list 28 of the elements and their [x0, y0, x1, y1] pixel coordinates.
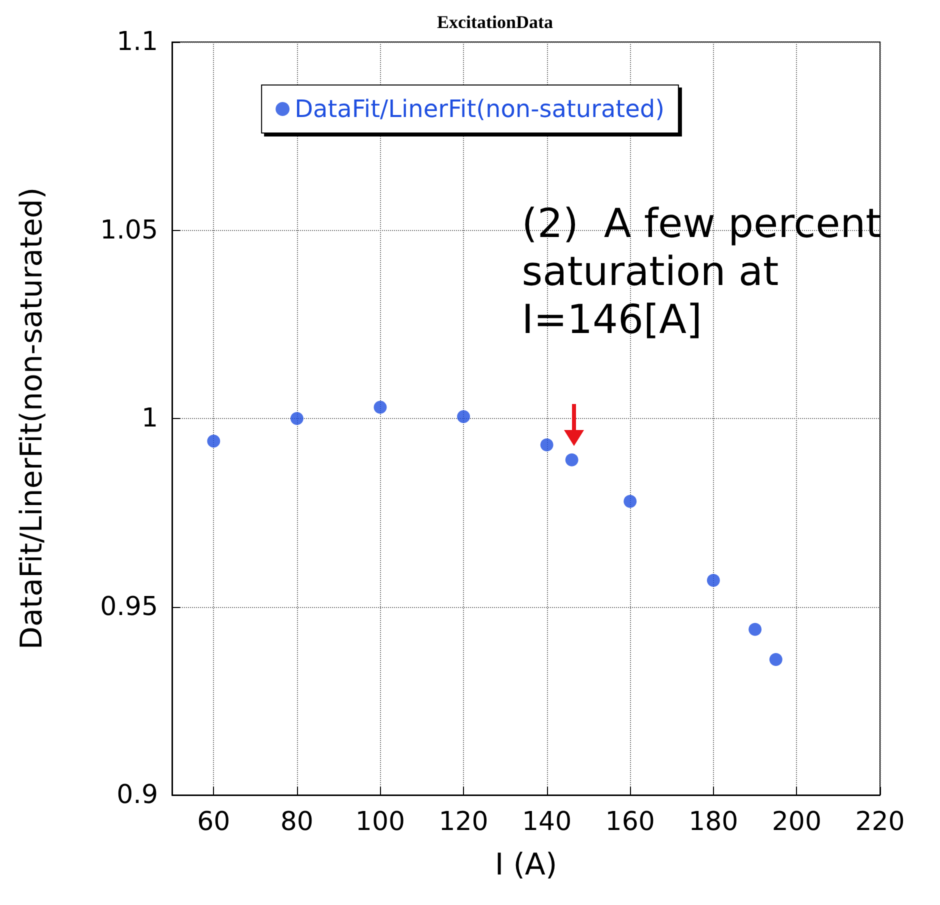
x-tick-label: 140 [522, 807, 572, 837]
point [207, 434, 220, 448]
x-tick-label: 180 [688, 807, 738, 837]
y-axis-title: DataFit/LinerFit(non-saturated) [14, 187, 50, 650]
point [748, 622, 762, 636]
x-tick-label: 60 [197, 807, 230, 837]
y-tick-label: 1.1 [116, 27, 158, 57]
point [769, 652, 782, 666]
x-tick-label: 100 [355, 807, 406, 837]
x-tick-label: 200 [772, 807, 822, 837]
x-tick-label: 80 [280, 807, 314, 837]
x-tick-label: 160 [605, 807, 655, 837]
y-tick-label: 0.95 [100, 592, 158, 622]
point [565, 453, 578, 466]
y-tick-label: 0.9 [116, 780, 158, 810]
legend-label: DataFit/LinerFit(non-saturated) [294, 95, 664, 123]
x-axis-title: I (A) [494, 848, 558, 882]
point [457, 410, 470, 424]
y-tick-label: 1.05 [100, 215, 158, 246]
chart-title: ExcitationData [437, 12, 553, 32]
point [706, 574, 720, 587]
x-tick-label: 120 [438, 807, 488, 837]
x-tick-label: 220 [855, 807, 905, 837]
point [374, 400, 387, 414]
point [290, 412, 304, 425]
y-tick-label: 1 [141, 404, 158, 434]
point [624, 494, 637, 508]
point [540, 438, 554, 452]
